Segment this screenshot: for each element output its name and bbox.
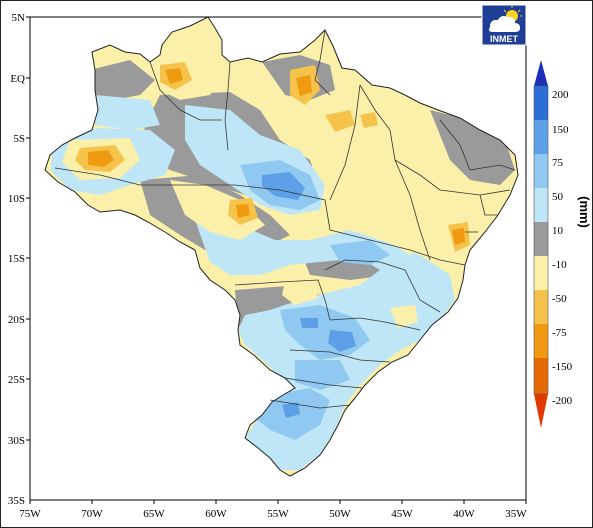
colorbar-segment	[534, 324, 548, 358]
logo-text: INMET	[490, 34, 519, 44]
colorbar-label: -75	[552, 327, 567, 339]
colorbar-segment	[534, 358, 548, 394]
colorbar-segment	[534, 222, 548, 256]
colorbar-segment	[534, 188, 548, 222]
inmet-logo: INMET	[481, 4, 527, 46]
y-tick-label: 5S	[13, 133, 25, 145]
y-tick-marks	[26, 16, 30, 441]
y-tick-label: 20S	[8, 314, 25, 326]
x-tick-label: 55W	[267, 508, 289, 520]
colorbar-label: -150	[552, 361, 573, 373]
colorbar-top-arrow	[534, 60, 548, 86]
anomaly-fields	[50, 55, 515, 470]
y-tick-label: 10S	[8, 193, 25, 205]
colorbar-label: -200	[552, 395, 573, 407]
y-tick-labels: 5N EQ 5S 10S 15S 20S 25S 30S 35S	[8, 12, 25, 507]
colorbar-bottom-arrow	[534, 394, 548, 428]
x-tick-marks	[29, 500, 527, 504]
colorbar	[533, 60, 549, 428]
colorbar-segment	[534, 120, 548, 154]
x-tick-label: 35W	[505, 508, 527, 520]
y-tick-label: 5N	[12, 12, 26, 24]
colorbar-label: 50	[552, 191, 564, 203]
colorbar-unit: (mm)	[577, 196, 592, 228]
y-tick-label: EQ	[10, 73, 25, 85]
y-tick-label: 25S	[8, 374, 25, 386]
y-tick-label: 30S	[8, 435, 25, 447]
colorbar-label: 75	[552, 157, 564, 169]
colorbar-labels: 200 150 75 50 10 -10 -50 -75 -150 -200	[552, 89, 573, 407]
colorbar-label: 150	[552, 124, 569, 136]
x-tick-label: 60W	[205, 508, 227, 520]
x-tick-label: 45W	[391, 508, 413, 520]
colorbar-label: -10	[552, 259, 567, 271]
colorbar-label: -50	[552, 293, 567, 305]
colorbar-label: 200	[552, 89, 569, 101]
brazil-outline	[44, 16, 519, 477]
colorbar-border	[533, 85, 549, 395]
sun-rays-icon	[503, 6, 522, 17]
dry-strong-areas	[88, 68, 465, 245]
x-tick-label: 65W	[143, 508, 165, 520]
colorbar-label: 10	[552, 225, 564, 237]
x-tick-label: 70W	[81, 508, 103, 520]
colorbar-segment	[534, 86, 548, 120]
colorbar-segment	[534, 154, 548, 188]
colorbar-segment	[534, 290, 548, 324]
state-borders	[54, 29, 516, 409]
x-tick-label: 50W	[329, 508, 351, 520]
y-tick-label: 15S	[8, 253, 25, 265]
x-tick-labels: 75W 70W 65W 60W 55W 50W 45W 40W 35W	[19, 508, 527, 520]
x-tick-label: 40W	[453, 508, 475, 520]
cloud-icon	[489, 16, 520, 32]
x-tick-label: 75W	[19, 508, 41, 520]
y-tick-label: 35S	[8, 495, 25, 507]
colorbar-segment	[534, 256, 548, 290]
